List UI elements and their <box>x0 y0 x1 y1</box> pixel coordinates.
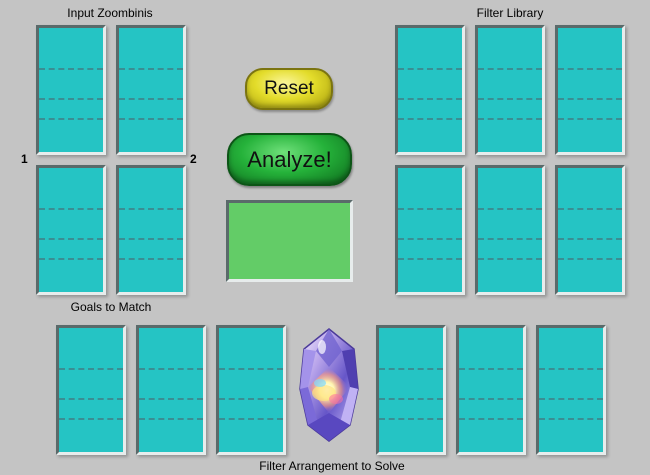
slot-divider-line <box>398 118 462 120</box>
slot-divider-line <box>59 418 123 420</box>
slot-divider-line <box>219 418 283 420</box>
slot-divider-line <box>539 368 603 370</box>
arrangement-slot-4[interactable] <box>376 325 446 455</box>
slot-divider-line <box>558 98 622 100</box>
slot-divider-line <box>119 238 183 240</box>
slot-divider-line <box>219 398 283 400</box>
slot-divider-line <box>119 258 183 260</box>
column-2-label: 2 <box>190 152 197 166</box>
filter-library-slot-3[interactable] <box>555 25 625 155</box>
slot-divider-line <box>478 238 542 240</box>
arrangement-slot-1[interactable] <box>56 325 126 455</box>
slot-divider-line <box>379 398 443 400</box>
filter-library-slot-4[interactable] <box>395 165 465 295</box>
slot-divider-line <box>59 368 123 370</box>
input-zoombinis-label: Input Zoombinis <box>67 6 153 20</box>
slot-divider-line <box>119 118 183 120</box>
slot-divider-line <box>539 418 603 420</box>
slot-divider-line <box>39 98 103 100</box>
filter-library-slot-6[interactable] <box>555 165 625 295</box>
slot-divider-line <box>119 208 183 210</box>
analysis-result-panel <box>226 200 353 282</box>
slot-divider-line <box>139 398 203 400</box>
arrangement-slot-2[interactable] <box>136 325 206 455</box>
input-zoombini-slot-2[interactable] <box>116 25 186 155</box>
crystal-gem-icon[interactable] <box>298 327 360 443</box>
filter-library-slot-5[interactable] <box>475 165 545 295</box>
slot-divider-line <box>398 98 462 100</box>
slot-divider-line <box>478 258 542 260</box>
slot-divider-line <box>478 208 542 210</box>
goal-slot-1[interactable] <box>36 165 106 295</box>
slot-divider-line <box>398 68 462 70</box>
filter-arrangement-label: Filter Arrangement to Solve <box>259 459 405 473</box>
slot-divider-line <box>558 208 622 210</box>
slot-divider-line <box>39 208 103 210</box>
arrangement-slot-3[interactable] <box>216 325 286 455</box>
slot-divider-line <box>219 368 283 370</box>
slot-divider-line <box>59 398 123 400</box>
arrangement-slot-6[interactable] <box>536 325 606 455</box>
input-zoombini-slot-1[interactable] <box>36 25 106 155</box>
filter-library-slot-1[interactable] <box>395 25 465 155</box>
slot-divider-line <box>558 238 622 240</box>
goals-to-match-label: Goals to Match <box>70 300 152 314</box>
slot-divider-line <box>398 258 462 260</box>
slot-divider-line <box>39 258 103 260</box>
slot-divider-line <box>459 418 523 420</box>
slot-divider-line <box>478 118 542 120</box>
slot-divider-line <box>558 68 622 70</box>
slot-divider-line <box>558 258 622 260</box>
slot-divider-line <box>379 368 443 370</box>
column-1-label: 1 <box>21 152 28 166</box>
goal-slot-2[interactable] <box>116 165 186 295</box>
slot-divider-line <box>39 68 103 70</box>
slot-divider-line <box>398 208 462 210</box>
slot-divider-line <box>539 398 603 400</box>
slot-divider-line <box>398 238 462 240</box>
slot-divider-line <box>379 418 443 420</box>
arrangement-slot-5[interactable] <box>456 325 526 455</box>
analyze-button[interactable]: Analyze! <box>227 133 352 186</box>
slot-divider-line <box>39 238 103 240</box>
slot-divider-line <box>459 368 523 370</box>
slot-divider-line <box>119 98 183 100</box>
filter-library-slot-2[interactable] <box>475 25 545 155</box>
slot-divider-line <box>139 418 203 420</box>
slot-divider-line <box>139 368 203 370</box>
slot-divider-line <box>459 398 523 400</box>
reset-button[interactable]: Reset <box>245 68 333 110</box>
filter-library-label: Filter Library <box>476 6 544 20</box>
slot-divider-line <box>119 68 183 70</box>
slot-divider-line <box>39 118 103 120</box>
slot-divider-line <box>478 98 542 100</box>
slot-divider-line <box>558 118 622 120</box>
slot-divider-line <box>478 68 542 70</box>
